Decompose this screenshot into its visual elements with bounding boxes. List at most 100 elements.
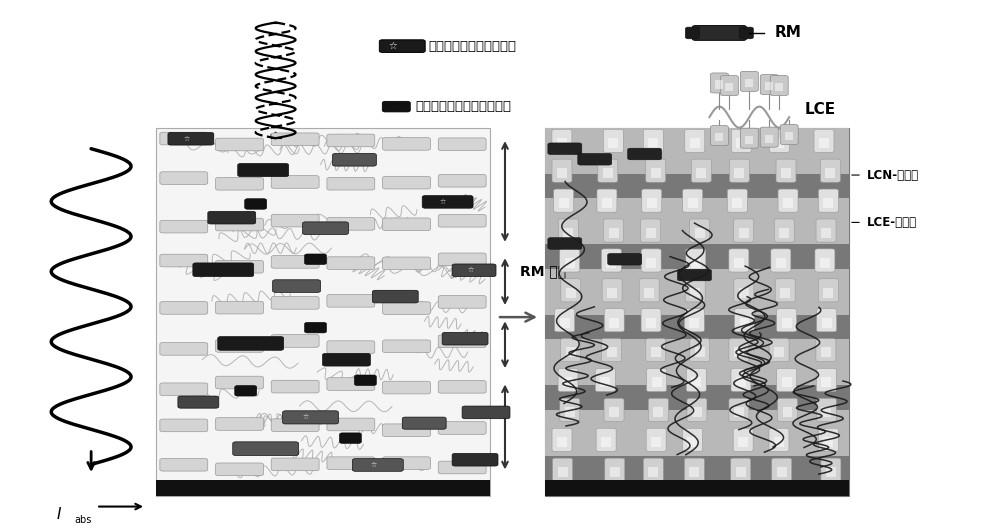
FancyBboxPatch shape bbox=[731, 369, 751, 391]
FancyBboxPatch shape bbox=[780, 124, 798, 144]
Bar bbox=[823, 288, 833, 298]
Bar bbox=[745, 79, 753, 87]
Text: ☆: ☆ bbox=[388, 41, 397, 51]
Bar bbox=[607, 288, 617, 298]
FancyBboxPatch shape bbox=[816, 339, 836, 362]
Bar bbox=[545, 127, 849, 174]
FancyBboxPatch shape bbox=[327, 378, 375, 390]
FancyBboxPatch shape bbox=[218, 336, 284, 350]
FancyBboxPatch shape bbox=[216, 418, 263, 430]
FancyBboxPatch shape bbox=[552, 129, 572, 152]
Bar bbox=[740, 317, 749, 327]
FancyBboxPatch shape bbox=[710, 73, 728, 93]
FancyBboxPatch shape bbox=[686, 369, 706, 391]
Bar bbox=[695, 228, 705, 238]
Bar bbox=[692, 407, 702, 417]
Bar bbox=[646, 228, 656, 238]
FancyBboxPatch shape bbox=[647, 369, 667, 391]
Bar bbox=[780, 288, 790, 298]
Bar bbox=[765, 82, 773, 90]
FancyBboxPatch shape bbox=[646, 339, 666, 362]
FancyBboxPatch shape bbox=[604, 398, 624, 422]
FancyBboxPatch shape bbox=[818, 279, 838, 302]
FancyBboxPatch shape bbox=[608, 253, 642, 265]
FancyBboxPatch shape bbox=[770, 129, 789, 152]
FancyBboxPatch shape bbox=[687, 398, 707, 422]
FancyBboxPatch shape bbox=[327, 217, 375, 230]
Bar bbox=[736, 467, 746, 477]
Bar bbox=[734, 407, 744, 417]
FancyBboxPatch shape bbox=[628, 148, 662, 160]
FancyBboxPatch shape bbox=[760, 127, 778, 147]
FancyBboxPatch shape bbox=[603, 129, 623, 152]
FancyBboxPatch shape bbox=[271, 176, 319, 188]
FancyBboxPatch shape bbox=[641, 249, 661, 272]
FancyBboxPatch shape bbox=[558, 219, 578, 242]
Bar bbox=[822, 317, 832, 327]
FancyBboxPatch shape bbox=[383, 457, 430, 469]
Bar bbox=[782, 377, 792, 387]
FancyBboxPatch shape bbox=[553, 458, 573, 481]
FancyBboxPatch shape bbox=[578, 153, 612, 165]
Bar bbox=[732, 198, 742, 208]
FancyBboxPatch shape bbox=[691, 159, 711, 183]
Bar bbox=[821, 228, 831, 238]
FancyBboxPatch shape bbox=[327, 257, 375, 269]
FancyBboxPatch shape bbox=[601, 249, 621, 272]
FancyBboxPatch shape bbox=[771, 249, 791, 272]
FancyBboxPatch shape bbox=[729, 398, 749, 422]
FancyBboxPatch shape bbox=[775, 279, 795, 302]
FancyBboxPatch shape bbox=[554, 189, 574, 212]
FancyBboxPatch shape bbox=[233, 442, 299, 455]
FancyBboxPatch shape bbox=[271, 380, 319, 393]
Bar bbox=[646, 317, 656, 327]
Bar bbox=[715, 133, 723, 141]
FancyBboxPatch shape bbox=[438, 380, 486, 393]
FancyBboxPatch shape bbox=[605, 458, 625, 481]
Text: LCE: LCE bbox=[804, 102, 835, 117]
FancyBboxPatch shape bbox=[595, 369, 615, 391]
FancyBboxPatch shape bbox=[817, 308, 837, 332]
FancyBboxPatch shape bbox=[816, 398, 836, 422]
FancyBboxPatch shape bbox=[193, 263, 254, 277]
FancyBboxPatch shape bbox=[216, 376, 263, 389]
FancyBboxPatch shape bbox=[729, 339, 749, 362]
FancyBboxPatch shape bbox=[646, 428, 666, 451]
Bar bbox=[606, 258, 616, 268]
FancyBboxPatch shape bbox=[604, 308, 624, 332]
FancyBboxPatch shape bbox=[160, 220, 208, 233]
Bar bbox=[565, 258, 575, 268]
FancyBboxPatch shape bbox=[734, 279, 754, 302]
Bar bbox=[648, 138, 658, 148]
FancyBboxPatch shape bbox=[438, 422, 486, 434]
FancyBboxPatch shape bbox=[740, 71, 758, 92]
Bar bbox=[545, 244, 849, 269]
FancyBboxPatch shape bbox=[774, 219, 794, 242]
FancyBboxPatch shape bbox=[769, 428, 789, 451]
FancyBboxPatch shape bbox=[683, 428, 702, 451]
Bar bbox=[545, 127, 849, 496]
Bar bbox=[545, 455, 849, 480]
Text: RM 扩散: RM 扩散 bbox=[520, 264, 566, 278]
Bar bbox=[775, 138, 784, 148]
Bar bbox=[651, 348, 661, 358]
Bar bbox=[652, 377, 662, 387]
FancyBboxPatch shape bbox=[596, 428, 616, 451]
FancyBboxPatch shape bbox=[160, 254, 208, 267]
FancyBboxPatch shape bbox=[216, 260, 263, 273]
FancyBboxPatch shape bbox=[216, 177, 263, 190]
FancyBboxPatch shape bbox=[770, 76, 788, 96]
FancyBboxPatch shape bbox=[322, 353, 370, 366]
Bar bbox=[644, 288, 654, 298]
Text: ☆: ☆ bbox=[370, 462, 376, 468]
Bar bbox=[545, 410, 849, 455]
FancyBboxPatch shape bbox=[303, 222, 348, 234]
Bar bbox=[777, 467, 787, 477]
FancyBboxPatch shape bbox=[685, 27, 699, 39]
Bar bbox=[566, 348, 576, 358]
Bar bbox=[545, 315, 849, 339]
Bar bbox=[821, 348, 831, 358]
Bar bbox=[653, 407, 663, 417]
FancyBboxPatch shape bbox=[733, 428, 753, 451]
Bar bbox=[565, 407, 575, 417]
